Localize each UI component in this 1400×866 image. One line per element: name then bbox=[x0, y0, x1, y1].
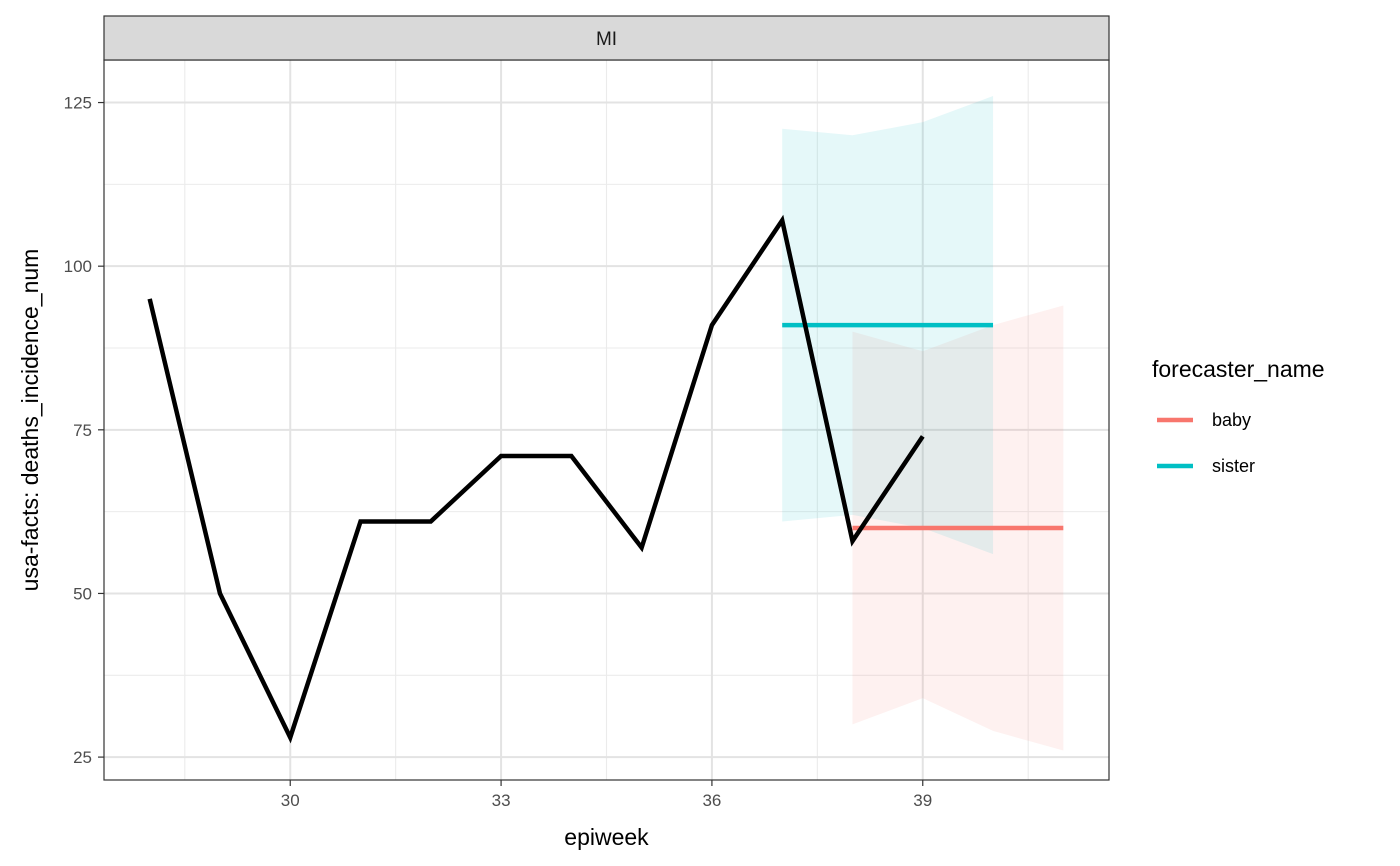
legend-label-sister: sister bbox=[1212, 456, 1255, 476]
legend-label-baby: baby bbox=[1212, 410, 1251, 430]
y-tick-label: 75 bbox=[73, 421, 92, 440]
x-tick-label: 36 bbox=[702, 791, 721, 810]
y-tick-label: 50 bbox=[73, 584, 92, 603]
legend-title: forecaster_name bbox=[1152, 356, 1325, 382]
y-axis: 25 50 75 100 125 bbox=[64, 94, 104, 767]
forecast-medians bbox=[782, 322, 1064, 531]
x-tick-label: 39 bbox=[913, 791, 932, 810]
facet-strip: MI bbox=[103, 15, 1110, 61]
y-tick-label: 25 bbox=[73, 748, 92, 767]
observed-line bbox=[147, 214, 925, 744]
x-tick-label: 33 bbox=[492, 791, 511, 810]
facet-strip-label: MI bbox=[596, 29, 617, 50]
x-axis: 30 33 36 39 bbox=[281, 780, 932, 810]
y-tick-label: 100 bbox=[64, 257, 92, 276]
x-axis-title: epiweek bbox=[564, 824, 649, 850]
legend: forecaster_name baby sister bbox=[1152, 356, 1325, 476]
y-tick-label: 125 bbox=[64, 94, 92, 113]
gridlines bbox=[104, 60, 1109, 780]
observed-series bbox=[147, 214, 925, 744]
x-tick-label: 30 bbox=[281, 791, 300, 810]
facet-strip-background bbox=[103, 15, 1110, 61]
y-axis-title: usa-facts: deaths_incidence_num bbox=[17, 249, 43, 592]
